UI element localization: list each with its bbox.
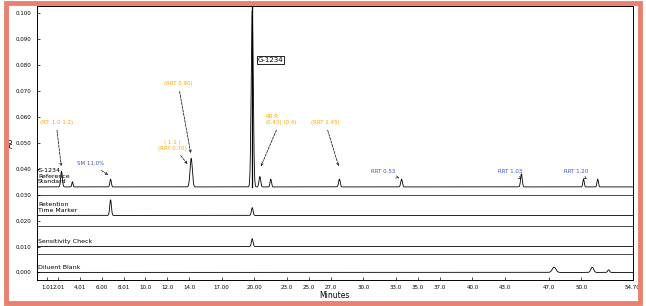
Text: (RRT 1.45): (RRT 1.45) — [311, 120, 340, 165]
Text: G-1234: G-1234 — [258, 57, 284, 63]
Text: ( 1:1 )
(RRT 0.70): ( 1:1 ) (RRT 0.70) — [158, 140, 187, 163]
Text: Sensitivity Check: Sensitivity Check — [38, 239, 92, 244]
Text: Diluent Blank: Diluent Blank — [38, 265, 81, 270]
Text: RRT 1.20: RRT 1.20 — [564, 169, 588, 179]
Text: RR:R
(0.43):(0.4): RR:R (0.43):(0.4) — [261, 114, 297, 166]
X-axis label: Minutes: Minutes — [319, 291, 349, 300]
Text: G-1234
Reference
Standard: G-1234 Reference Standard — [38, 168, 70, 184]
Text: RRT 0.53: RRT 0.53 — [371, 169, 399, 178]
Text: Retention
Time Marker: Retention Time Marker — [38, 202, 78, 213]
Text: (RRT 0.90): (RRT 0.90) — [164, 81, 193, 152]
Text: (RT: 1.0 1.2): (RT: 1.0 1.2) — [39, 120, 72, 165]
Y-axis label: AU: AU — [6, 137, 15, 148]
Text: RRT 1.03: RRT 1.03 — [498, 169, 523, 179]
Text: SM 11.0%: SM 11.0% — [78, 161, 108, 175]
